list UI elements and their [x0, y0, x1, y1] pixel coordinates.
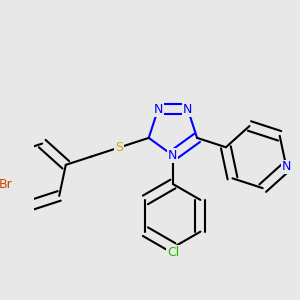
Text: Cl: Cl	[167, 246, 179, 259]
Text: Br: Br	[0, 178, 12, 191]
Text: N: N	[168, 149, 178, 162]
Text: S: S	[115, 141, 123, 154]
Text: N: N	[153, 103, 163, 116]
Text: N: N	[183, 103, 193, 116]
Text: N: N	[282, 160, 291, 173]
